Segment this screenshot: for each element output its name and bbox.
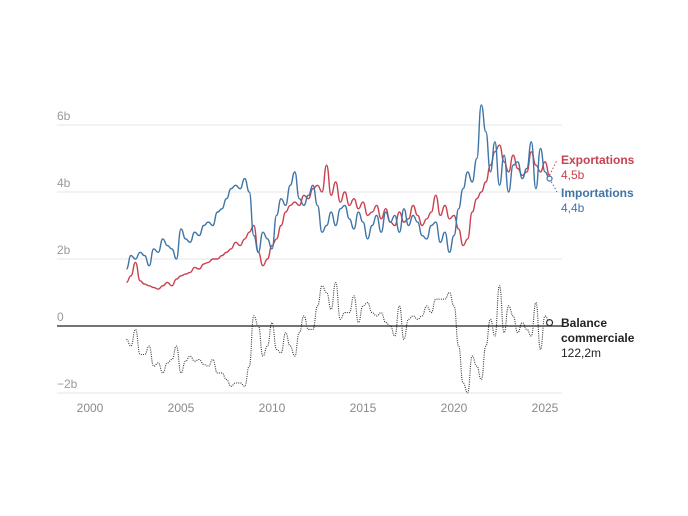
x-tick-label: 2010 — [259, 401, 286, 415]
y-tick-label: 2b — [57, 243, 71, 257]
balance-end-marker — [545, 319, 554, 327]
series-line-exportations — [126, 144, 551, 290]
x-tick-label: 2015 — [350, 401, 377, 415]
x-tick-label: 2005 — [168, 401, 195, 415]
series-line-balance-commerciale — [126, 281, 550, 394]
y-tick-label: 0 — [57, 310, 64, 324]
balance-label-line1: Balance — [561, 316, 607, 330]
importations-label: Importations — [561, 186, 634, 200]
x-axis-ticks: 2000 2005 2010 2015 2020 2025 — [77, 401, 559, 415]
exportations-label: Exportations — [561, 153, 635, 167]
importations-end-marker — [546, 175, 553, 182]
series-labels: Exportations 4,5b Importations 4,4b Bala… — [545, 153, 635, 360]
balance-value: 122,2m — [561, 346, 601, 360]
y-axis-ticks: 6b 4b 2b 0 −2b — [57, 109, 78, 391]
y-tick-label: 4b — [57, 176, 71, 190]
gridlines — [57, 124, 562, 394]
y-tick-label: 6b — [57, 109, 71, 123]
importations-value: 4,4b — [561, 201, 585, 215]
series-group — [125, 104, 551, 394]
balance-label-line2: commerciale — [561, 331, 635, 345]
exportations-value: 4,5b — [561, 168, 585, 182]
y-tick-label: −2b — [57, 377, 78, 391]
series-line-importations — [125, 104, 550, 270]
x-tick-label: 2020 — [441, 401, 468, 415]
x-tick-label: 2025 — [532, 401, 559, 415]
x-tick-label: 2000 — [77, 401, 104, 415]
importations-leader-line — [549, 178, 558, 193]
exportations-leader-line — [549, 159, 558, 176]
